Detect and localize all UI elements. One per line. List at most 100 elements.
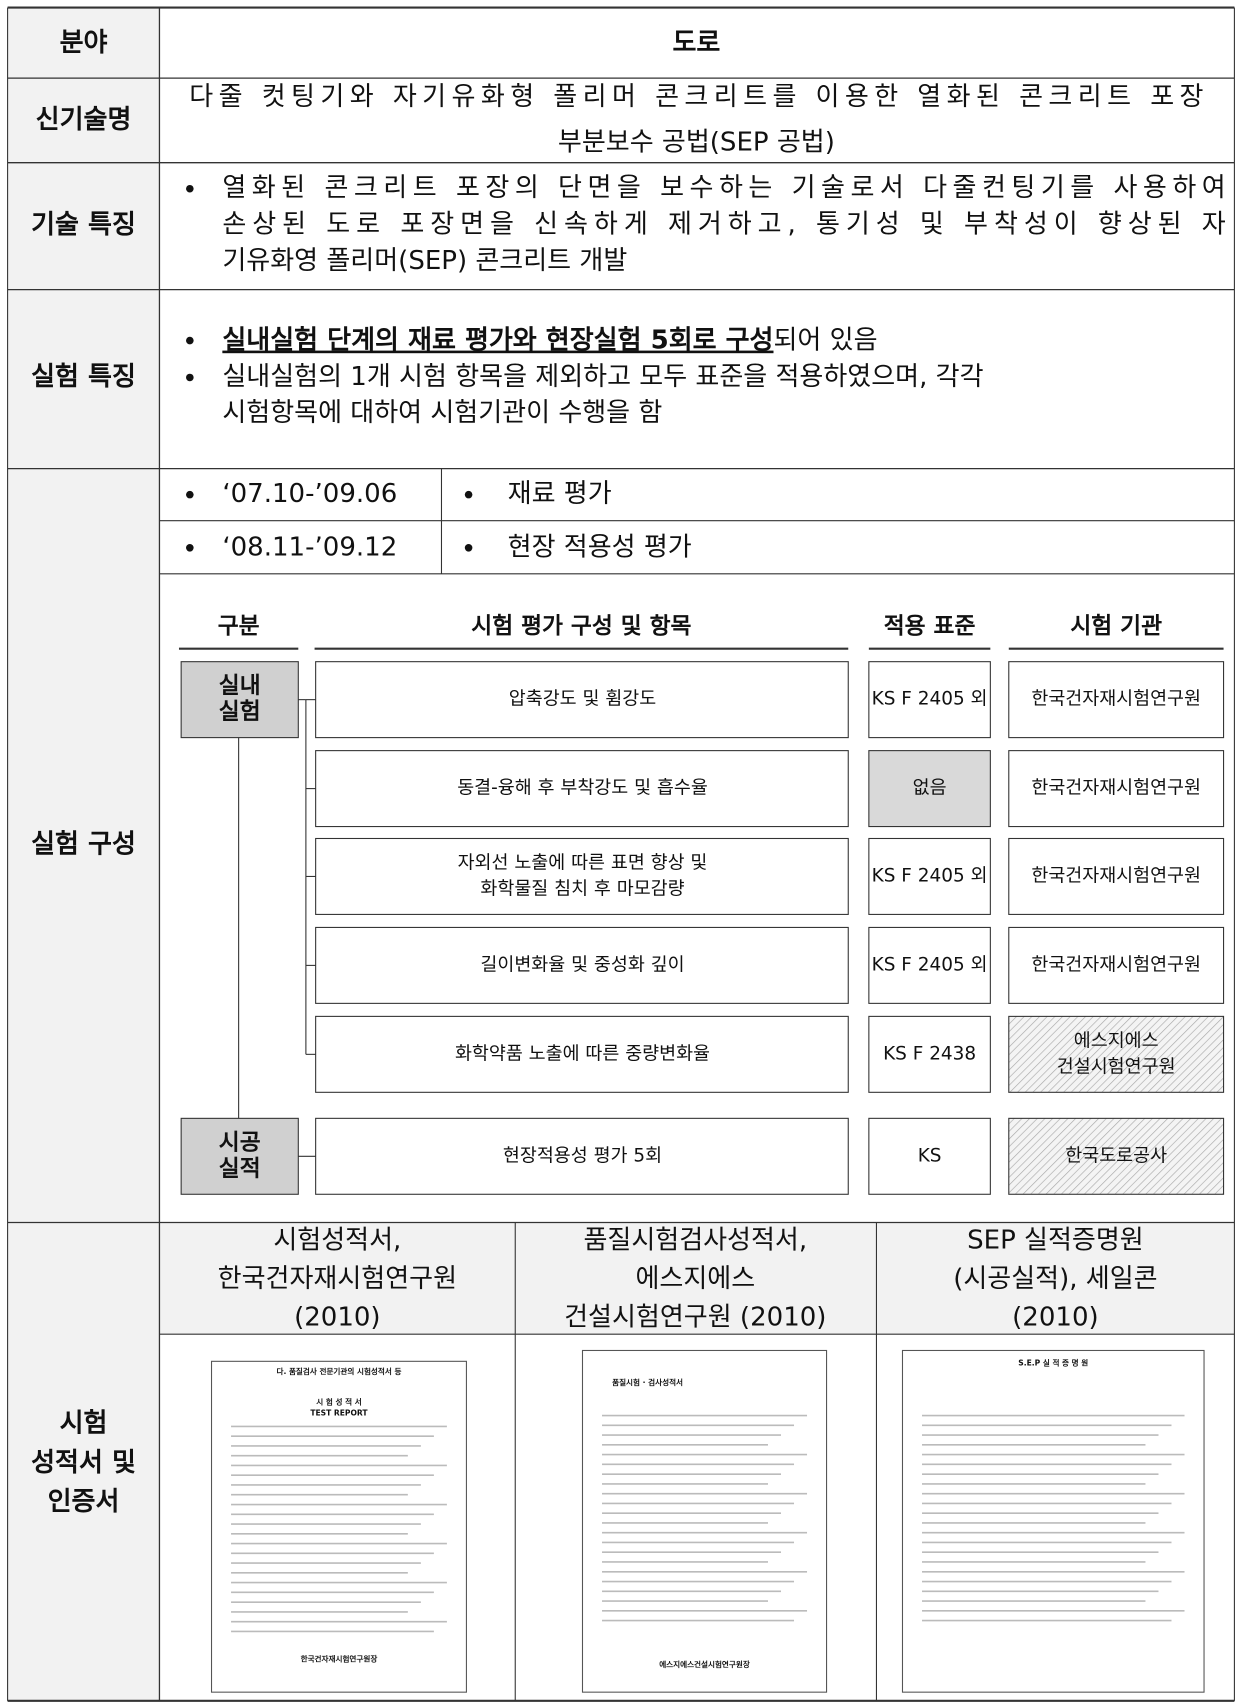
- doc-caption: SEP 실적증명원: [967, 1225, 1144, 1255]
- diagram-header: 시험 기관: [1070, 613, 1162, 639]
- feature-text: 손상된 도로 포장면을 신속하게 제거하고, 통기성 및 부착성이 향상된 자: [222, 210, 1225, 240]
- diagram-header: 시험 평가 구성 및 항목: [471, 613, 691, 639]
- label-cell: [7, 289, 160, 469]
- bullet: [186, 543, 194, 552]
- agency-box: [1008, 661, 1225, 739]
- standard: KS F 2405 외: [872, 954, 988, 975]
- doc-image-text: TEST REPORT: [310, 1408, 368, 1417]
- doc-caption: 건설시험연구원 (2010): [564, 1302, 826, 1332]
- group-label: 시공: [219, 1130, 261, 1156]
- standard: 없음: [913, 778, 947, 799]
- feature-text: 열화된 콘크리트 포장의 단면을 보수하는 기술로서 다줄컨팅기를 사용하여: [222, 173, 1225, 203]
- test-item: 화학물질 침치 후 마모감량: [480, 878, 684, 899]
- tech-name: 부분보수 공법(SEP 공법): [558, 128, 835, 158]
- period: ‘07.10-’09.06: [222, 479, 397, 509]
- agency: 한국건자재시험연구원: [1031, 778, 1201, 799]
- row-label: 신기술명: [36, 105, 132, 135]
- doc-image-text: 시 험 성 적 서: [316, 1397, 361, 1407]
- diagram-header: 적용 표준: [884, 613, 976, 639]
- group-box: [180, 1117, 299, 1195]
- feature-text: 시험항목에 대하여 시험기관이 수행을 함: [222, 398, 662, 428]
- row-label: 실험 특징: [31, 362, 136, 392]
- standard-box: [868, 661, 991, 739]
- label-cell: [7, 468, 160, 1223]
- feature-text: 기유화영 폴리머(SEP) 콘크리트 개발: [222, 246, 627, 276]
- doc-caption: (2010): [1012, 1302, 1099, 1332]
- agency-box: [1008, 750, 1225, 828]
- item-box: [315, 1117, 849, 1195]
- row-label: 실험 구성: [31, 829, 136, 859]
- doc-image-text: 한국건자재시험연구원장: [301, 1654, 378, 1664]
- row-label: 성적서 및: [31, 1448, 136, 1478]
- standard: KS F 2438: [883, 1043, 976, 1064]
- doc-caption: (시공실적), 세일콘: [953, 1264, 1157, 1294]
- agency-box: [1008, 837, 1225, 915]
- feature-text-rest: 되어 있음: [774, 325, 878, 355]
- label-cell: [7, 1222, 160, 1701]
- doc-thumbnail: [901, 1349, 1205, 1693]
- row-label: 시험: [60, 1409, 108, 1439]
- standard: KS F 2405 외: [872, 865, 988, 886]
- tech-name: 다줄 컷팅기와 자기유화형 폴리머 콘크리트를 이용한 열화된 콘크리트 포장: [189, 82, 1203, 112]
- item-box: [315, 1015, 849, 1093]
- item-box: [315, 750, 849, 828]
- agency: 한국도로공사: [1065, 1145, 1167, 1166]
- test-item: 화학약품 노출에 따른 중량변화율: [455, 1043, 710, 1064]
- feature-text: 실내실험의 1개 시험 항목을 제외하고 모두 표준을 적용하였으며, 각각: [222, 362, 983, 392]
- label-cell: [7, 162, 160, 290]
- bullet: [186, 336, 194, 345]
- doc-thumbnail: [581, 1349, 828, 1693]
- doc-caption: 시험성적서,: [273, 1225, 401, 1255]
- standard-box: [868, 1015, 991, 1093]
- feature-text: 실내실험 단계의 재료 평가와 현장실험 5회로 구성되어 있음: [222, 325, 877, 355]
- agency-box: [1008, 1117, 1225, 1195]
- standard: KS: [918, 1145, 942, 1166]
- doc-image-text: 다. 품질검사 전문기관의 시험성적서 등: [276, 1366, 401, 1376]
- agency: 한국건자재시험연구원: [1031, 954, 1201, 975]
- agency: 에스지에스: [1074, 1030, 1159, 1051]
- label-cell: [7, 7, 160, 79]
- doc-image-text: 에스지에스건설시험연구원장: [659, 1659, 750, 1669]
- label-cell: [7, 78, 160, 163]
- doc-caption: 에스지에스: [635, 1264, 755, 1294]
- diagram-header: 구분: [218, 613, 260, 639]
- bullet: [464, 490, 473, 499]
- task: 현장 적용성 평가: [508, 532, 692, 562]
- doc-thumbnail: [210, 1360, 467, 1693]
- agency: 한국건자재시험연구원: [1031, 689, 1201, 710]
- standard: KS F 2405 외: [872, 689, 988, 710]
- doc-caption: (2010): [294, 1302, 381, 1332]
- row-label: 분야: [60, 28, 108, 58]
- task: 재료 평가: [508, 479, 612, 509]
- doc-caption: 한국건자재시험연구원: [218, 1264, 457, 1294]
- doc-image-text: S.E.P 실 적 증 명 원: [1018, 1357, 1088, 1367]
- group-label: 실내: [219, 673, 261, 699]
- agency-box: [1008, 926, 1225, 1004]
- group-label: 실험: [219, 699, 261, 725]
- agency-box: [1008, 1015, 1225, 1093]
- agency: 건설시험연구원: [1057, 1056, 1176, 1077]
- group-box: [180, 661, 299, 739]
- period: ‘08.11-’09.12: [222, 532, 397, 562]
- agency: 한국건자재시험연구원: [1031, 865, 1201, 886]
- bullet: [186, 184, 194, 193]
- row-label: 인증서: [48, 1487, 120, 1517]
- item-box: [315, 661, 849, 739]
- doc-image-text: 품질시험 · 검사성적서: [612, 1377, 683, 1387]
- test-item: 현장적용성 평가 5회: [503, 1145, 662, 1166]
- standard-box: [868, 926, 991, 1004]
- row-value: 도로: [672, 28, 720, 58]
- item-box: [315, 926, 849, 1004]
- emphasis: 실내실험 단계의 재료 평가와 현장실험 5회로 구성: [222, 325, 773, 355]
- bullet: [186, 490, 194, 499]
- test-item: 자외선 노출에 따른 표면 향상 및: [458, 852, 708, 873]
- bullet: [186, 373, 194, 382]
- standard-box: [868, 1117, 991, 1195]
- test-item: 압축강도 및 휨강도: [509, 689, 656, 710]
- group-label: 실적: [219, 1156, 261, 1182]
- item-box: [315, 837, 849, 915]
- caption-cell: [159, 1222, 1235, 1335]
- test-item: 동결-융해 후 부착강도 및 흡수율: [457, 778, 708, 799]
- bullet: [464, 543, 473, 552]
